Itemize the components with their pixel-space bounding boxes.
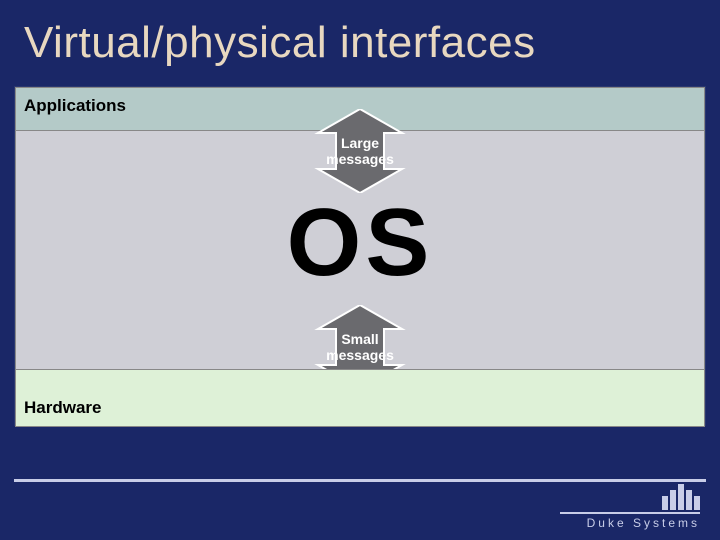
arrow-large-messages: Large messages (300, 109, 420, 193)
hardware-label: Hardware (24, 398, 101, 418)
slide-title: Virtual/physical interfaces (0, 0, 720, 82)
arrow-top-label: Large messages (326, 135, 394, 167)
footer-logo: Duke Systems (560, 482, 700, 530)
os-label: OS (287, 195, 434, 291)
layer-hardware: Hardware (15, 369, 705, 427)
logo-text: Duke Systems (560, 514, 700, 530)
applications-label: Applications (24, 96, 126, 116)
layer-os: Large messages OS Small messages (15, 131, 705, 369)
layers-diagram: Applications Large messages OS Small mes… (14, 86, 706, 426)
chapel-icon (560, 482, 700, 510)
arrow-bottom-label: Small messages (326, 331, 394, 363)
